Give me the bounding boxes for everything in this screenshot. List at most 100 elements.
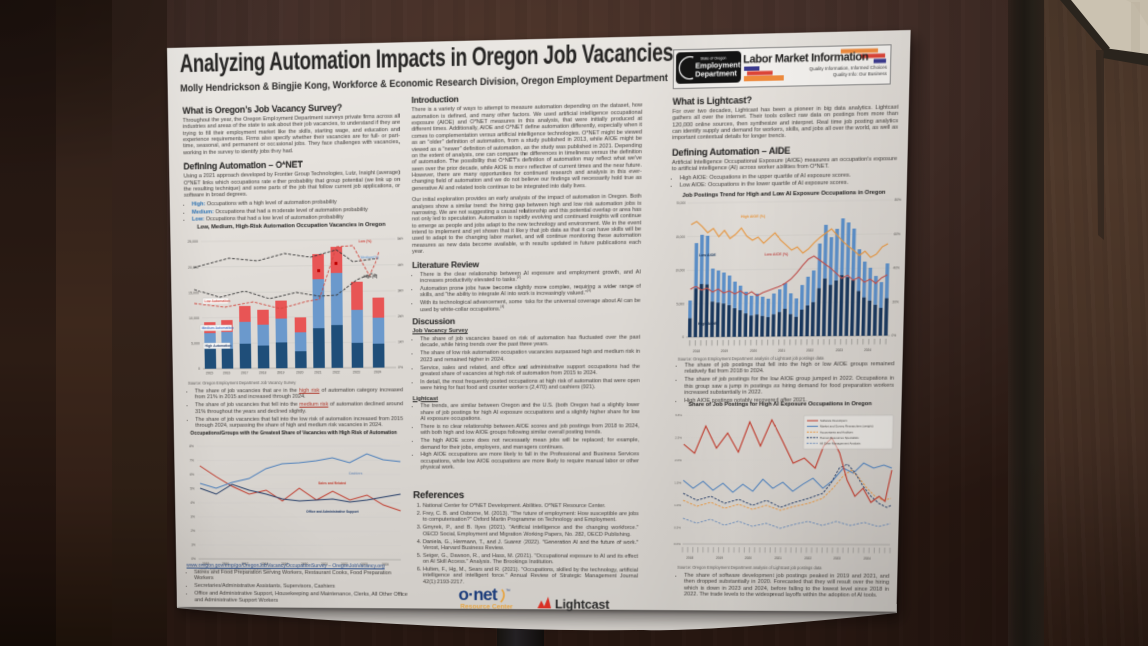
svg-text:High AIOE: High AIOE: [698, 322, 717, 326]
svg-text:2022: 2022: [333, 370, 340, 374]
svg-text:1.0%: 1.0%: [674, 503, 681, 507]
svg-text:2021: 2021: [778, 349, 785, 353]
svg-text:2024: 2024: [374, 370, 381, 374]
svg-text:2021: 2021: [321, 562, 328, 566]
svg-text:High (%): High (%): [364, 274, 378, 278]
svg-text:High Automation: High Automation: [205, 344, 232, 348]
svg-text:3%: 3%: [191, 515, 196, 519]
svg-text:2024: 2024: [382, 563, 389, 567]
svg-text:2023: 2023: [833, 556, 840, 560]
svg-text:4%: 4%: [190, 501, 195, 505]
svg-text:State of Oregon: State of Oregon: [700, 56, 726, 61]
svg-text:2.5%: 2.5%: [675, 436, 682, 440]
svg-text:2020: 2020: [296, 371, 303, 375]
svg-text:Employment: Employment: [695, 60, 741, 71]
svg-text:Labor Market Information: Labor Market Information: [743, 51, 868, 67]
svg-text:Resource Center: Resource Center: [460, 603, 513, 610]
svg-text:5,000: 5,000: [191, 342, 200, 346]
svg-text:50%: 50%: [397, 237, 403, 241]
svg-text:2020: 2020: [745, 556, 752, 560]
svg-text:0%: 0%: [398, 366, 404, 370]
svg-text:2021: 2021: [774, 556, 781, 560]
svg-text:™: ™: [506, 589, 511, 595]
svg-text:0.5%: 0.5%: [674, 526, 681, 530]
svg-text:2017: 2017: [241, 371, 248, 375]
svg-text:15,000: 15,000: [188, 291, 199, 295]
svg-text:15,000: 15,000: [675, 235, 685, 239]
svg-text:2024: 2024: [863, 557, 870, 561]
svg-text:5%: 5%: [190, 487, 195, 491]
svg-text:80%: 80%: [895, 198, 902, 202]
svg-text:2018: 2018: [686, 556, 693, 560]
svg-text:3.0%: 3.0%: [675, 413, 682, 417]
svg-text:High AIOE (%): High AIOE (%): [741, 214, 766, 219]
svg-text:20%: 20%: [398, 314, 404, 318]
svg-text:Accountants and Auditors: Accountants and Auditors: [820, 430, 854, 434]
svg-text:5,000: 5,000: [676, 302, 684, 306]
svg-text:2021: 2021: [314, 371, 321, 375]
svg-text:2018: 2018: [261, 562, 268, 566]
svg-text:Office and Administrative Supp: Office and Administrative Support: [306, 510, 359, 514]
svg-text:6%: 6%: [190, 473, 195, 477]
svg-text:0%: 0%: [891, 334, 896, 338]
svg-text:Quality Information, Informed: Quality Information, Informed Choices: [809, 64, 888, 71]
svg-text:20,000: 20,000: [188, 265, 199, 269]
svg-text:1.5%: 1.5%: [675, 481, 682, 485]
svg-text:Lightcast: Lightcast: [555, 597, 610, 612]
svg-text:2019: 2019: [281, 562, 288, 566]
svg-text:2018: 2018: [693, 349, 700, 353]
svg-text:Cashiers: Cashiers: [349, 472, 363, 476]
svg-text:2%: 2%: [191, 529, 196, 533]
svg-text:2020: 2020: [750, 349, 757, 353]
svg-text:2018: 2018: [259, 371, 266, 375]
svg-text:Low AIOE (%): Low AIOE (%): [765, 252, 789, 256]
svg-text:Medium(%): Medium(%): [361, 255, 379, 259]
svg-text:Software Developers: Software Developers: [820, 419, 848, 423]
svg-text:o·net: o·net: [458, 584, 497, 604]
svg-text:60%: 60%: [894, 232, 901, 236]
svg-text:All Other Management Analysts: All Other Management Analysts: [820, 441, 862, 445]
svg-text:40%: 40%: [893, 266, 900, 270]
svg-text:2015: 2015: [202, 562, 209, 566]
svg-text:2.0%: 2.0%: [675, 458, 682, 462]
svg-text:Market and Survey Researchers: Market and Survey Researchers (weight): [820, 424, 873, 428]
svg-text:2022: 2022: [341, 562, 348, 566]
svg-text:7%: 7%: [190, 459, 195, 463]
svg-text:25,000: 25,000: [188, 240, 199, 244]
svg-text:20%: 20%: [892, 300, 899, 304]
svg-text:0: 0: [682, 335, 684, 339]
svg-text:2024: 2024: [864, 348, 872, 352]
svg-text:2023: 2023: [361, 562, 368, 566]
svg-text:Low (%): Low (%): [359, 239, 372, 243]
svg-text:2023: 2023: [836, 348, 844, 352]
svg-text:8%: 8%: [189, 445, 194, 449]
svg-text:2022: 2022: [806, 348, 814, 352]
svg-text:2020: 2020: [301, 562, 308, 566]
svg-text:2019: 2019: [716, 556, 723, 560]
svg-text:2016: 2016: [223, 371, 230, 375]
svg-text:2015: 2015: [206, 371, 213, 375]
svg-text:Medium Automation: Medium Automation: [202, 326, 234, 330]
svg-text:2016: 2016: [222, 562, 229, 566]
svg-text:Human Resources Specialists: Human Resources Specialists: [820, 436, 860, 440]
svg-text:0%: 0%: [191, 557, 196, 561]
svg-text:Low AIOE: Low AIOE: [699, 253, 717, 257]
svg-text:10,000: 10,000: [675, 268, 685, 272]
svg-text:2019: 2019: [277, 371, 284, 375]
svg-text:10%: 10%: [398, 340, 404, 344]
svg-text:10,000: 10,000: [189, 316, 199, 320]
svg-text:Quality Info: Our Business: Quality Info: Our Business: [833, 71, 888, 78]
svg-text:2023: 2023: [353, 370, 360, 374]
svg-text:1%: 1%: [191, 543, 196, 547]
svg-text:30%: 30%: [398, 289, 404, 293]
svg-text:Department: Department: [695, 68, 737, 78]
svg-text:20,000: 20,000: [676, 201, 686, 205]
svg-text:2017: 2017: [242, 562, 249, 566]
svg-text:0: 0: [198, 367, 200, 371]
svg-text:2019: 2019: [721, 349, 728, 353]
svg-text:2022: 2022: [804, 556, 811, 560]
svg-text:40%: 40%: [398, 263, 404, 267]
svg-text:Source: Oregon Employment Depa: Source: Oregon Employment Department Job…: [199, 567, 272, 571]
svg-text:0.0%: 0.0%: [674, 542, 681, 546]
svg-text:Low Automation: Low Automation: [204, 299, 230, 303]
